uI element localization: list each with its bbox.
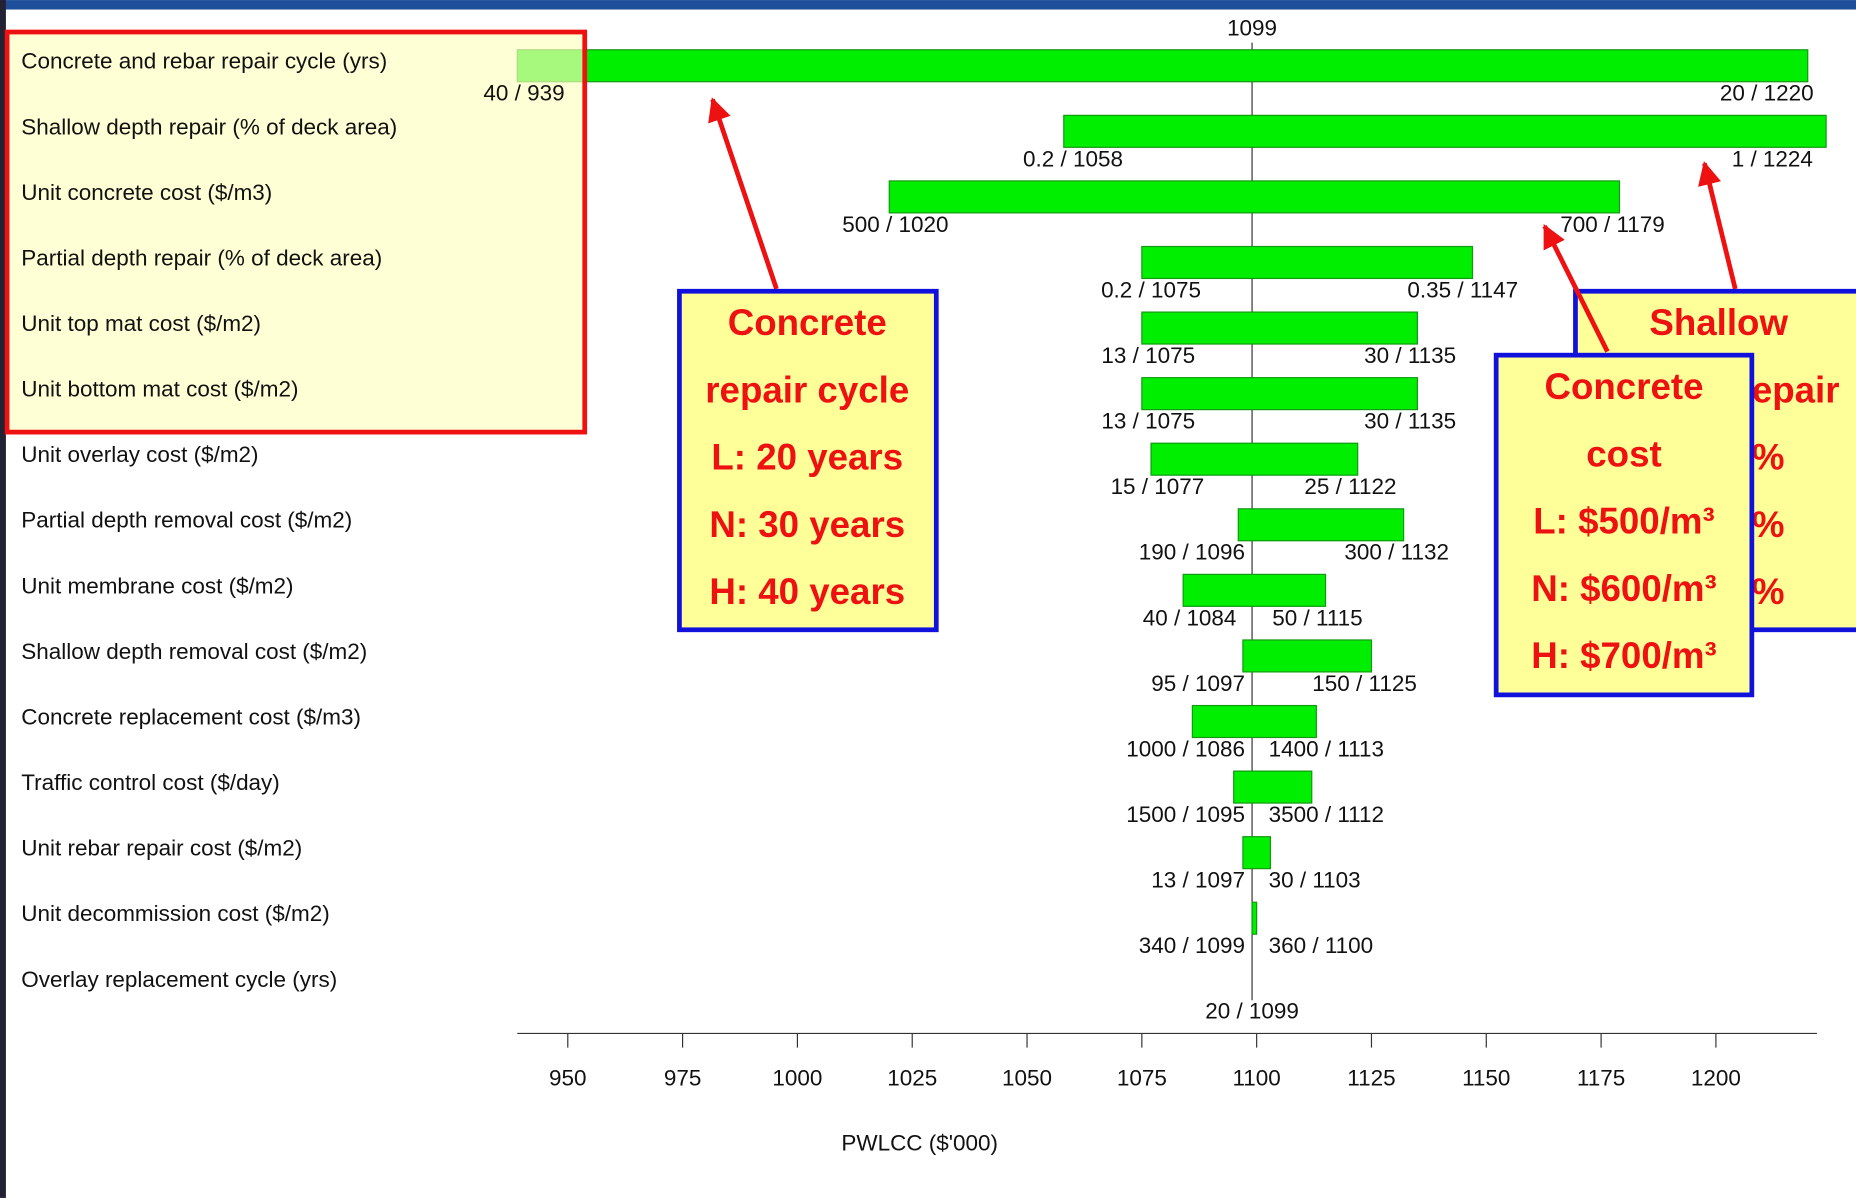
callout-text: %	[1752, 571, 1785, 612]
value-label: 13 / 1097	[1151, 868, 1245, 893]
value-label: 3500 / 1112	[1269, 802, 1384, 827]
arrow	[708, 97, 779, 290]
category-label: Concrete and rebar repair cycle (yrs)	[21, 49, 387, 74]
value-label: 50 / 1115	[1272, 605, 1362, 630]
value-label: 13 / 1075	[1101, 343, 1195, 368]
category-label: Partial depth repair (% of deck area)	[21, 245, 382, 270]
bar	[1233, 770, 1313, 804]
callout-text: Shallow	[1649, 302, 1788, 343]
value-label: 30 / 1135	[1364, 343, 1456, 368]
value-label: 340 / 1099	[1139, 933, 1245, 958]
x-tick-label: 1125	[1347, 1066, 1395, 1091]
bar	[1141, 377, 1418, 411]
value-label: 30 / 1135	[1364, 409, 1456, 434]
bar	[1242, 639, 1373, 673]
x-axis-title: PWLCC ($'000)	[841, 1131, 998, 1156]
base-label: 1099	[1227, 16, 1277, 41]
category-label: Partial depth removal cost ($/m2)	[21, 508, 352, 533]
bar	[1182, 573, 1327, 607]
callout-text: L: 20 years	[711, 437, 903, 478]
value-label: 0.2 / 1058	[1023, 146, 1123, 171]
category-label: Unit bottom mat cost ($/m2)	[21, 377, 298, 402]
callout-text: N: 30 years	[709, 504, 905, 545]
category-label: Unit top mat cost ($/m2)	[21, 311, 261, 336]
arrow	[1698, 161, 1738, 290]
value-label: 300 / 1132	[1344, 540, 1449, 565]
category-label: Unit overlay cost ($/m2)	[21, 442, 258, 467]
value-label: 15 / 1077	[1111, 474, 1205, 499]
x-tick-label: 1100	[1232, 1066, 1280, 1091]
callout-text: %	[1752, 504, 1785, 545]
category-label: Concrete replacement cost ($/m3)	[21, 704, 361, 729]
callout-box	[677, 288, 939, 633]
arrow	[1542, 224, 1610, 353]
value-label: 40 / 939	[483, 81, 564, 106]
x-tick-label: 1050	[1002, 1066, 1052, 1091]
category-label: Shallow depth removal cost ($/m2)	[21, 639, 367, 664]
header-strip	[0, 0, 1856, 10]
value-label: 0.35 / 1147	[1407, 277, 1518, 302]
callout-text: L: $500/m³	[1533, 501, 1714, 542]
x-tick-label: 1175	[1577, 1066, 1625, 1091]
callout-text: Concrete	[728, 302, 887, 343]
category-label: Traffic control cost ($/day)	[21, 770, 279, 795]
value-label: 30 / 1103	[1269, 868, 1361, 893]
bar	[1150, 442, 1359, 476]
category-label: Unit membrane cost ($/m2)	[21, 573, 293, 598]
value-label: 20 / 1099	[1205, 999, 1299, 1024]
highlight-box	[4, 29, 588, 435]
value-label: 360 / 1100	[1269, 933, 1374, 958]
bar	[1141, 245, 1474, 280]
category-label: Overlay replacement cycle (yrs)	[21, 967, 337, 992]
x-tick-label: 1075	[1117, 1066, 1167, 1091]
value-label: 700 / 1179	[1560, 212, 1665, 237]
callout-text: cost	[1586, 433, 1661, 474]
bar	[1237, 508, 1405, 542]
callout-text: repair cycle	[705, 369, 909, 410]
bar	[1242, 836, 1272, 870]
category-label: Unit decommission cost ($/m2)	[21, 901, 329, 926]
callout-text: H: 40 years	[709, 571, 905, 612]
callout-text: Concrete	[1544, 366, 1703, 407]
value-label: 500 / 1020	[842, 212, 948, 237]
bar	[1063, 114, 1827, 148]
value-label: 1400 / 1113	[1269, 736, 1384, 761]
value-label: 150 / 1125	[1312, 671, 1417, 696]
value-label: 40 / 1084	[1143, 605, 1237, 630]
category-label: Unit concrete cost ($/m3)	[21, 180, 272, 205]
bar	[888, 180, 1621, 214]
bar	[516, 49, 1809, 83]
category-label: Unit rebar repair cost ($/m2)	[21, 836, 302, 861]
callout-text: epair	[1752, 369, 1840, 410]
x-tick-label: 1200	[1691, 1066, 1741, 1091]
bar	[1191, 704, 1317, 739]
value-label: 25 / 1122	[1304, 474, 1396, 499]
bar	[1141, 311, 1418, 345]
callout-text: %	[1752, 437, 1785, 478]
value-label: 20 / 1220	[1720, 81, 1814, 106]
x-tick-label: 1150	[1462, 1066, 1510, 1091]
x-tick-label: 950	[549, 1066, 587, 1091]
value-label: 0.2 / 1075	[1101, 277, 1201, 302]
value-label: 13 / 1075	[1101, 409, 1195, 434]
value-label: 1500 / 1095	[1126, 802, 1245, 827]
value-label: 190 / 1096	[1139, 540, 1245, 565]
value-label: 1 / 1224	[1732, 146, 1813, 171]
left-edge	[0, 0, 6, 1198]
value-label: 95 / 1097	[1151, 671, 1245, 696]
bar	[1251, 901, 1258, 935]
callout-text: N: $600/m³	[1531, 568, 1717, 609]
callout-text: H: $700/m³	[1531, 635, 1717, 676]
value-label: 1000 / 1086	[1126, 736, 1245, 761]
x-tick-label: 1025	[887, 1066, 937, 1091]
callout-box	[1493, 352, 1755, 698]
x-tick-label: 975	[664, 1066, 702, 1091]
x-tick-label: 1000	[772, 1066, 822, 1091]
category-label: Shallow depth repair (% of deck area)	[21, 114, 397, 139]
